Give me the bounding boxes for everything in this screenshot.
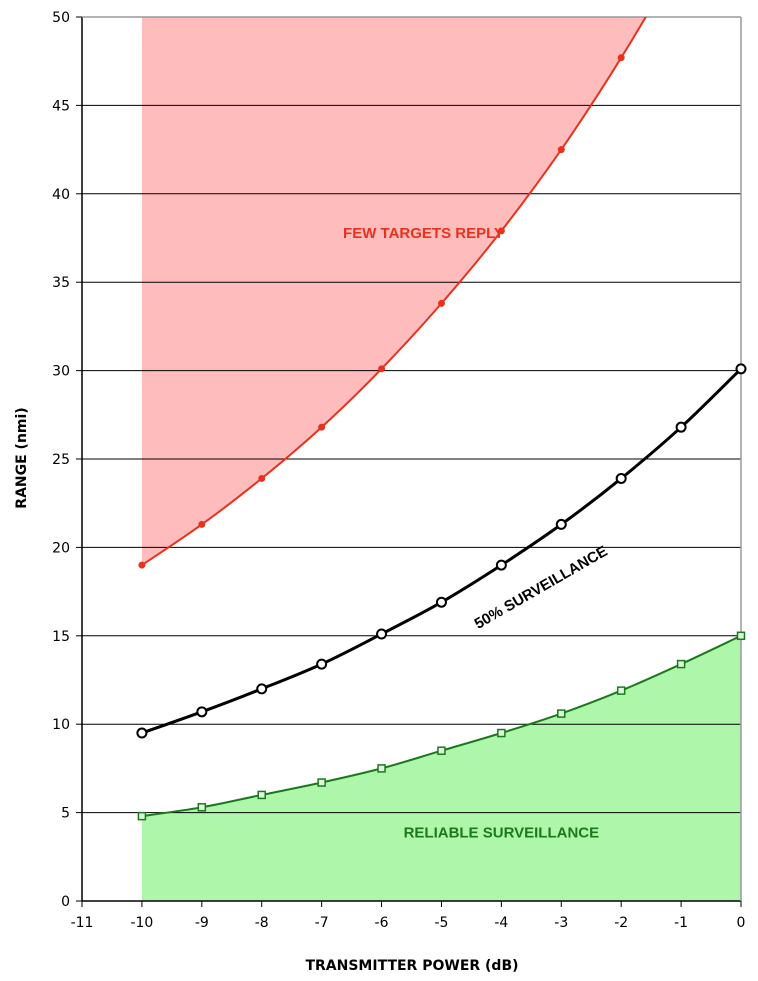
annotation-label: RELIABLE SURVEILLANCE [404,824,600,841]
data-point-surveillance_50 [196,706,208,718]
y-tick-label: 15 [52,629,70,645]
data-point-surveillance_50 [435,596,447,608]
data-point-few_targets [138,561,146,569]
x-tick-label: -2 [614,915,628,931]
x-tick-label: -5 [434,915,448,931]
fill-region-reliable [141,635,741,901]
annotation-label: 50% SURVEILLANCE [472,543,611,633]
data-point-reliable [317,778,326,787]
y-tick-label: 20 [52,540,70,556]
y-tick-label: 0 [61,894,70,910]
x-tick-label: -6 [375,915,389,931]
data-point-reliable [676,659,686,669]
x-tick-label: -11 [71,915,94,931]
x-tick-label: 0 [737,915,746,931]
y-axis-title: RANGE (nmi) [14,407,30,508]
x-tick-label: -1 [674,915,688,931]
data-point-few_targets [318,423,326,431]
data-point-reliable [497,728,506,738]
data-point-few_targets [437,299,445,307]
series-line-few_targets [141,17,647,566]
data-point-surveillance_50 [555,518,567,530]
data-point-surveillance_50 [615,472,627,484]
y-tick-label: 45 [52,98,70,114]
x-axis-title: TRANSMITTER POWER (dB) [305,958,518,974]
data-point-few_targets [617,54,625,62]
x-tick-label: -3 [554,915,568,931]
y-tick-label: 40 [52,187,70,203]
x-tick-label: -8 [255,915,269,931]
x-tick-label: -4 [494,915,508,931]
data-point-reliable [736,631,746,641]
x-tick-label: -10 [130,915,153,931]
data-point-reliable [377,764,386,773]
data-point-surveillance_50 [495,559,507,571]
x-tick-label: -9 [195,915,209,931]
data-point-surveillance_50 [256,683,268,695]
fill-region-few_targets [141,17,741,566]
data-point-surveillance_50 [675,421,687,433]
fill-regions [141,17,741,901]
data-point-reliable [137,811,147,821]
x-tick-label: -7 [315,915,329,931]
data-point-few_targets [557,146,565,154]
y-tick-label: 35 [52,275,70,291]
data-point-surveillance_50 [376,628,388,640]
series-markers [136,54,747,821]
data-point-reliable [557,709,566,718]
y-tick-label: 10 [52,717,70,733]
y-tick-label: 25 [52,452,70,468]
data-point-reliable [616,686,626,695]
data-point-reliable [437,746,446,755]
y-tick-label: 5 [61,806,70,822]
y-tick-label: 30 [52,364,70,380]
data-point-few_targets [378,365,386,373]
data-point-few_targets [198,520,206,528]
data-point-reliable [257,790,266,800]
annotation-label: FEW TARGETS REPLY [343,225,504,242]
tick-labels: -11 -10 -9 -8 -7 -6 -5 -4 -3 -2 -1 0051015202530354… [52,10,745,931]
data-point-reliable [197,803,207,812]
data-point-few_targets [258,474,266,482]
data-point-surveillance_50 [316,658,328,670]
data-point-surveillance_50 [136,727,148,739]
y-tick-label: 50 [52,10,70,26]
data-point-few_targets [497,227,505,235]
data-point-surveillance_50 [735,363,747,375]
